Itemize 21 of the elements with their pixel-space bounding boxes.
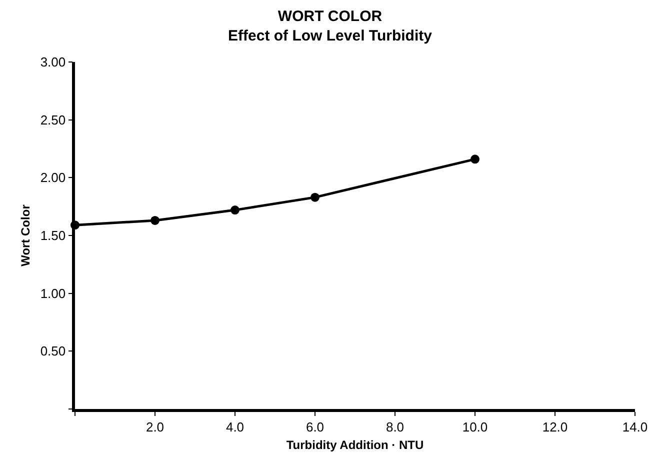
y-tick-label: 1.00 [40,286,66,301]
chart-subtitle: Effect of Low Level Turbidity [228,27,433,44]
y-tick-label: 1.50 [40,228,66,244]
chart-title: WORT COLOR [278,8,382,25]
y-tick-label: 3.00 [40,54,66,70]
x-tick-label: 12.0 [542,419,568,434]
y-tick-label: 2.00 [40,170,66,186]
point [470,154,480,164]
x-tick-label: 14.0 [622,419,648,434]
x-tick-label: 6.0 [306,419,324,434]
x-tick-label: 4.0 [226,419,244,434]
x-tick-label: 8.0 [386,419,404,434]
y-tick-label: 2.50 [40,112,66,128]
y-axis-title: Wort Color [18,204,33,266]
point [230,206,240,215]
point [310,192,320,202]
point [150,216,160,225]
y-tick-label: 0.50 [40,344,66,359]
x-axis-title: Turbidity Addition · NTU [286,438,424,452]
x-tick-label: 10.0 [462,419,488,434]
x-tick-label: 2.0 [146,419,164,434]
